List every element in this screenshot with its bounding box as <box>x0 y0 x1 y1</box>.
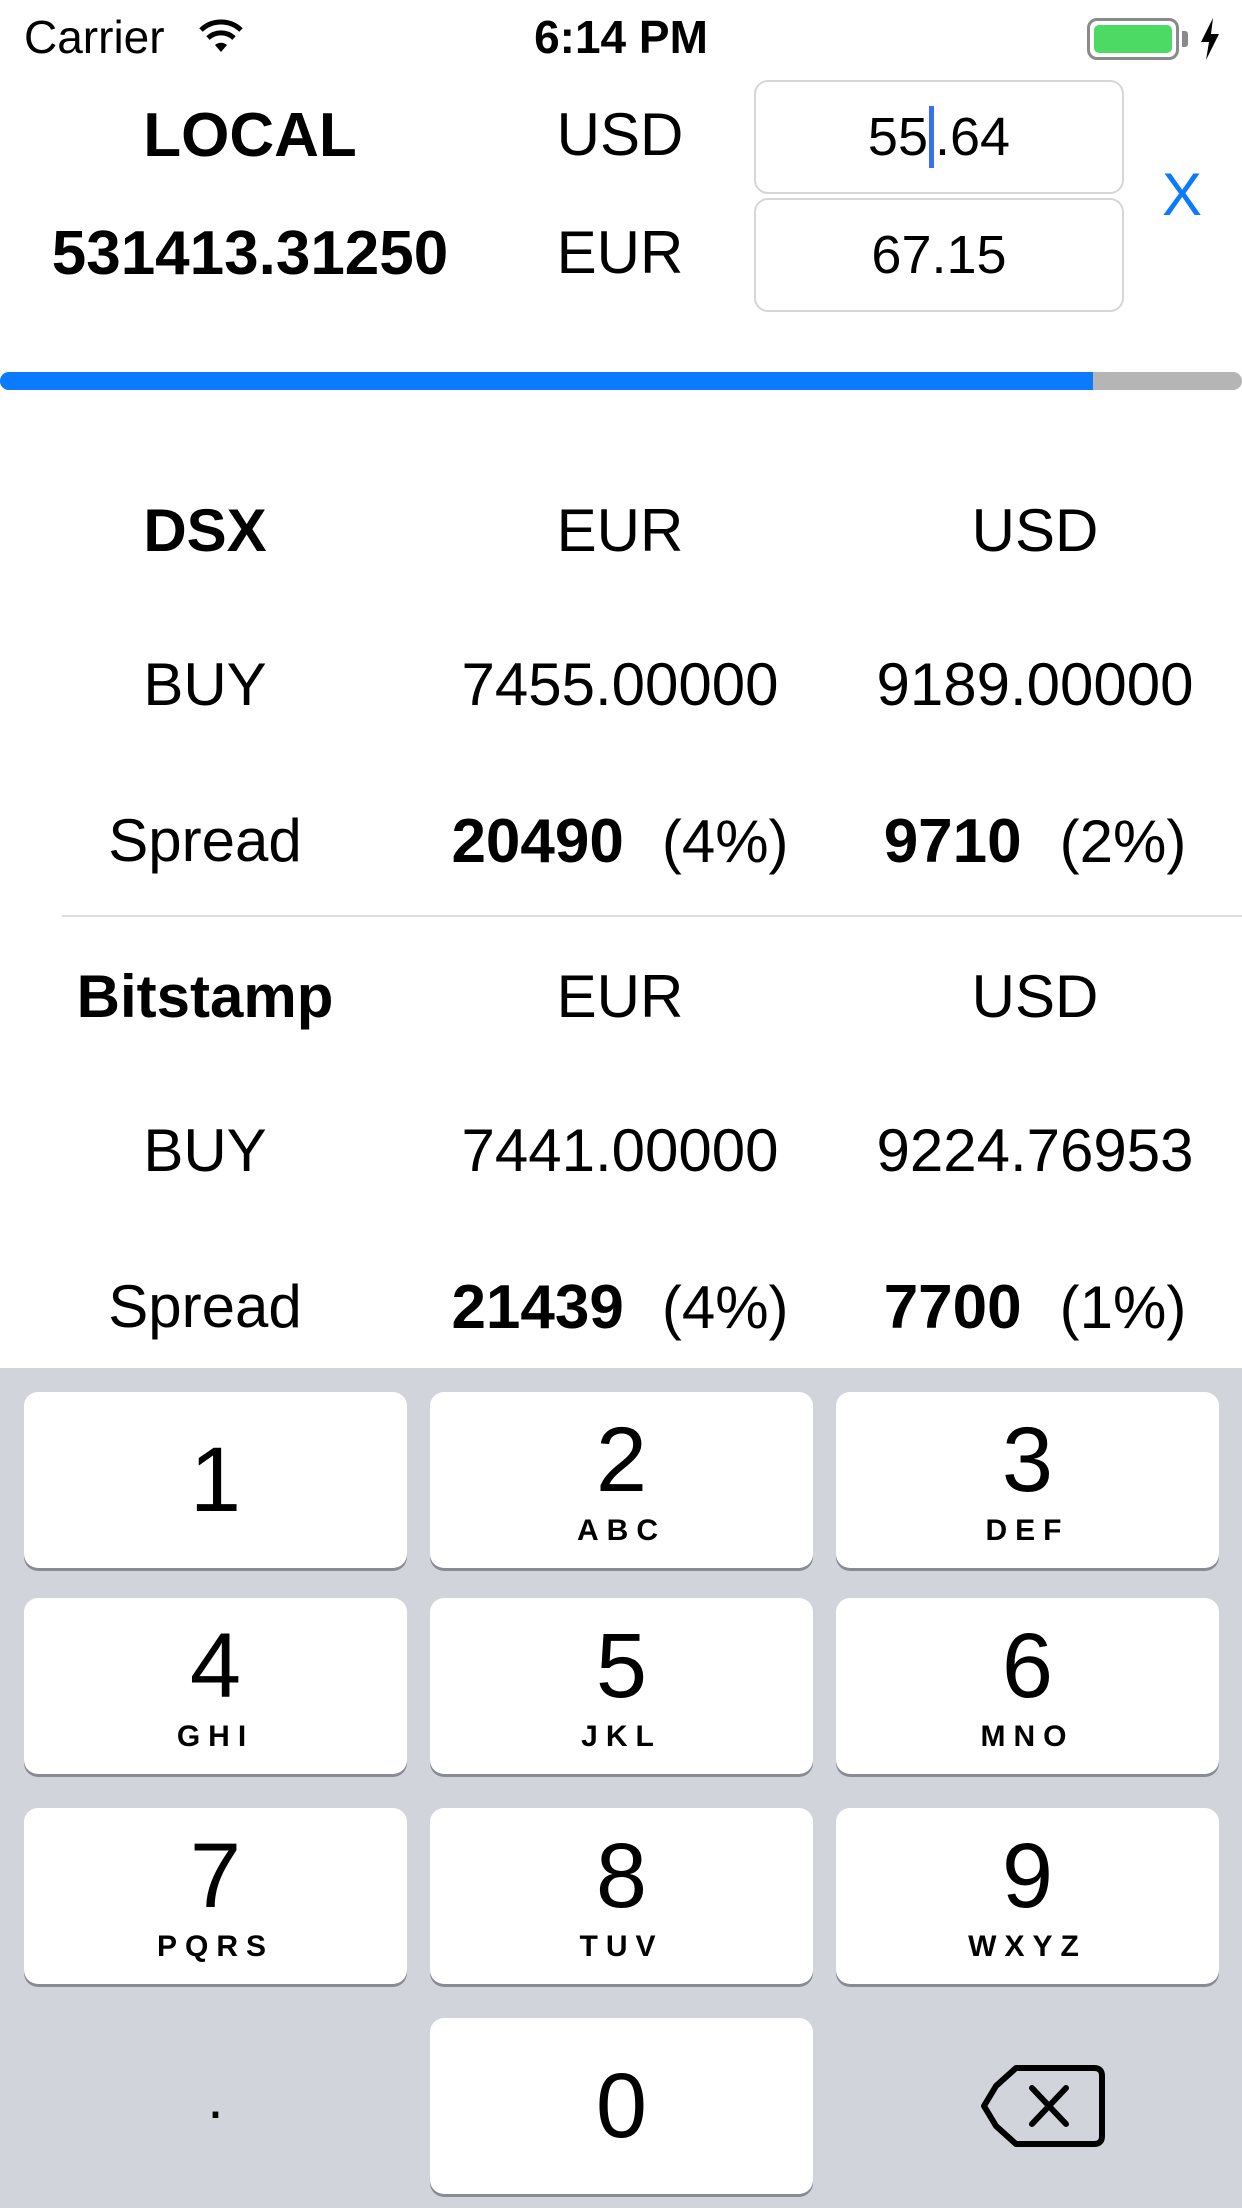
key-3[interactable]: 3 DEF <box>836 1392 1219 1568</box>
usd-currency-label: USD <box>556 101 684 168</box>
bitstamp-buy-eur: 7441.00000 <box>461 1117 779 1184</box>
dsx-eur-header: EUR <box>556 497 684 564</box>
key-2[interactable]: 2 ABC <box>430 1392 813 1568</box>
key-6[interactable]: 6 MNO <box>836 1598 1219 1774</box>
usd-amount-input[interactable]: 55.64 <box>754 80 1124 194</box>
dsx-spread-eur: 20490 (4%) <box>420 806 820 877</box>
backspace-icon <box>981 2065 1105 2147</box>
bitstamp-spread-usd: 7700 (1%) <box>830 1272 1240 1343</box>
key-digit: 1 <box>189 1429 242 1531</box>
key-letters: WXYZ <box>968 1930 1087 1963</box>
bitstamp-usd-header: USD <box>971 963 1099 1030</box>
key-letters: TUV <box>579 1930 664 1963</box>
dsx-spread-eur-value: 20490 <box>451 807 624 876</box>
key-digit: 8 <box>595 1825 648 1927</box>
progress-fill <box>0 372 1093 390</box>
key-digit: 2 <box>595 1409 648 1511</box>
bitstamp-spread-usd-percent: (1%) <box>1059 1274 1187 1341</box>
charging-bolt-icon <box>1201 18 1219 60</box>
eur-value: 67.15 <box>871 225 1007 285</box>
key-7[interactable]: 7 PQRS <box>24 1808 407 1984</box>
carrier-label: Carrier <box>24 11 165 63</box>
backspace-key[interactable] <box>836 2018 1219 2194</box>
progress-bar <box>0 372 1242 390</box>
key-letters: MNO <box>980 1720 1075 1753</box>
bitstamp-buy-usd: 9224.76953 <box>876 1117 1194 1184</box>
dsx-spread-usd: 9710 (2%) <box>830 806 1240 877</box>
dsx-buy-label: BUY <box>143 651 267 718</box>
local-label: LOCAL <box>143 101 357 170</box>
key-decimal[interactable]: . <box>207 2064 224 2131</box>
eur-currency-label: EUR <box>556 219 684 286</box>
dsx-usd-header: USD <box>971 497 1099 564</box>
exchange-name-dsx: DSX <box>143 497 267 564</box>
bitstamp-spread-usd-value: 7700 <box>883 1273 1022 1342</box>
dsx-buy-eur: 7455.00000 <box>461 651 779 718</box>
bitstamp-eur-header: EUR <box>556 963 684 1030</box>
dsx-spread-label: Spread <box>108 807 302 874</box>
key-digit: 7 <box>189 1825 242 1927</box>
dsx-buy-usd: 9189.00000 <box>876 651 1194 718</box>
wifi-icon <box>199 19 243 52</box>
key-digit: 0 <box>595 2055 648 2157</box>
key-8[interactable]: 8 TUV <box>430 1808 813 1984</box>
bitstamp-spread-eur-value: 21439 <box>451 1273 624 1342</box>
bitstamp-spread-eur-percent: (4%) <box>661 1274 789 1341</box>
bitstamp-spread-label: Spread <box>108 1273 302 1340</box>
key-letters: GHI <box>176 1720 255 1753</box>
bitstamp-buy-label: BUY <box>143 1117 267 1184</box>
key-digit: 5 <box>595 1615 648 1717</box>
key-5[interactable]: 5 JKL <box>430 1598 813 1774</box>
clear-button[interactable]: X <box>1161 161 1203 228</box>
local-value: 531413.31250 <box>51 219 449 288</box>
key-1[interactable]: 1 <box>24 1392 407 1568</box>
exchange-name-bitstamp: Bitstamp <box>76 963 334 1030</box>
battery-icon <box>1087 18 1179 60</box>
dsx-spread-usd-percent: (2%) <box>1059 808 1187 875</box>
key-9[interactable]: 9 WXYZ <box>836 1808 1219 1984</box>
key-digit: 4 <box>189 1615 242 1717</box>
status-time: 6:14 PM <box>534 11 708 63</box>
section-divider <box>62 915 1242 917</box>
key-letters: DEF <box>985 1514 1070 1547</box>
key-0[interactable]: 0 <box>430 2018 813 2194</box>
eur-amount-input[interactable]: 67.15 <box>754 198 1124 312</box>
bitstamp-spread-eur: 21439 (4%) <box>420 1272 820 1343</box>
text-caret <box>929 106 934 168</box>
key-4[interactable]: 4 GHI <box>24 1598 407 1774</box>
usd-value-after-caret: .64 <box>935 107 1011 167</box>
dsx-spread-usd-value: 9710 <box>883 807 1022 876</box>
key-letters: JKL <box>581 1720 662 1753</box>
battery-tip <box>1182 31 1188 47</box>
key-digit: 9 <box>1001 1825 1054 1927</box>
key-digit: 3 <box>1001 1409 1054 1511</box>
key-digit: 6 <box>1001 1615 1054 1717</box>
key-letters: PQRS <box>156 1930 275 1963</box>
key-letters: ABC <box>577 1514 666 1547</box>
usd-value-before-caret: 55 <box>867 107 928 167</box>
dsx-spread-eur-percent: (4%) <box>661 808 789 875</box>
